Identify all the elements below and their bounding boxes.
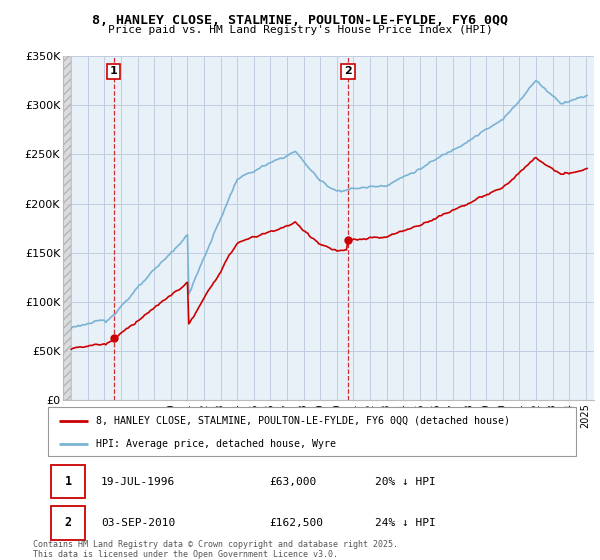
Text: 24% ↓ HPI: 24% ↓ HPI	[376, 518, 436, 528]
Text: 8, HANLEY CLOSE, STALMINE, POULTON-LE-FYLDE, FY6 0QQ: 8, HANLEY CLOSE, STALMINE, POULTON-LE-FY…	[92, 14, 508, 27]
Text: 8, HANLEY CLOSE, STALMINE, POULTON-LE-FYLDE, FY6 0QQ (detached house): 8, HANLEY CLOSE, STALMINE, POULTON-LE-FY…	[95, 416, 509, 426]
Text: Contains HM Land Registry data © Crown copyright and database right 2025.
This d: Contains HM Land Registry data © Crown c…	[33, 540, 398, 559]
FancyBboxPatch shape	[48, 407, 576, 456]
Text: Price paid vs. HM Land Registry's House Price Index (HPI): Price paid vs. HM Land Registry's House …	[107, 25, 493, 35]
Text: 20% ↓ HPI: 20% ↓ HPI	[376, 477, 436, 487]
Text: £63,000: £63,000	[270, 477, 317, 487]
FancyBboxPatch shape	[50, 465, 85, 498]
Text: 2: 2	[65, 516, 71, 529]
Bar	[63, 56, 71, 400]
Text: 19-JUL-1996: 19-JUL-1996	[101, 477, 175, 487]
Text: £162,500: £162,500	[270, 518, 324, 528]
Text: 1: 1	[65, 475, 71, 488]
Text: 03-SEP-2010: 03-SEP-2010	[101, 518, 175, 528]
Text: 2: 2	[344, 67, 352, 77]
Text: 1: 1	[110, 67, 118, 77]
FancyBboxPatch shape	[50, 506, 85, 540]
Text: HPI: Average price, detached house, Wyre: HPI: Average price, detached house, Wyre	[95, 438, 335, 449]
